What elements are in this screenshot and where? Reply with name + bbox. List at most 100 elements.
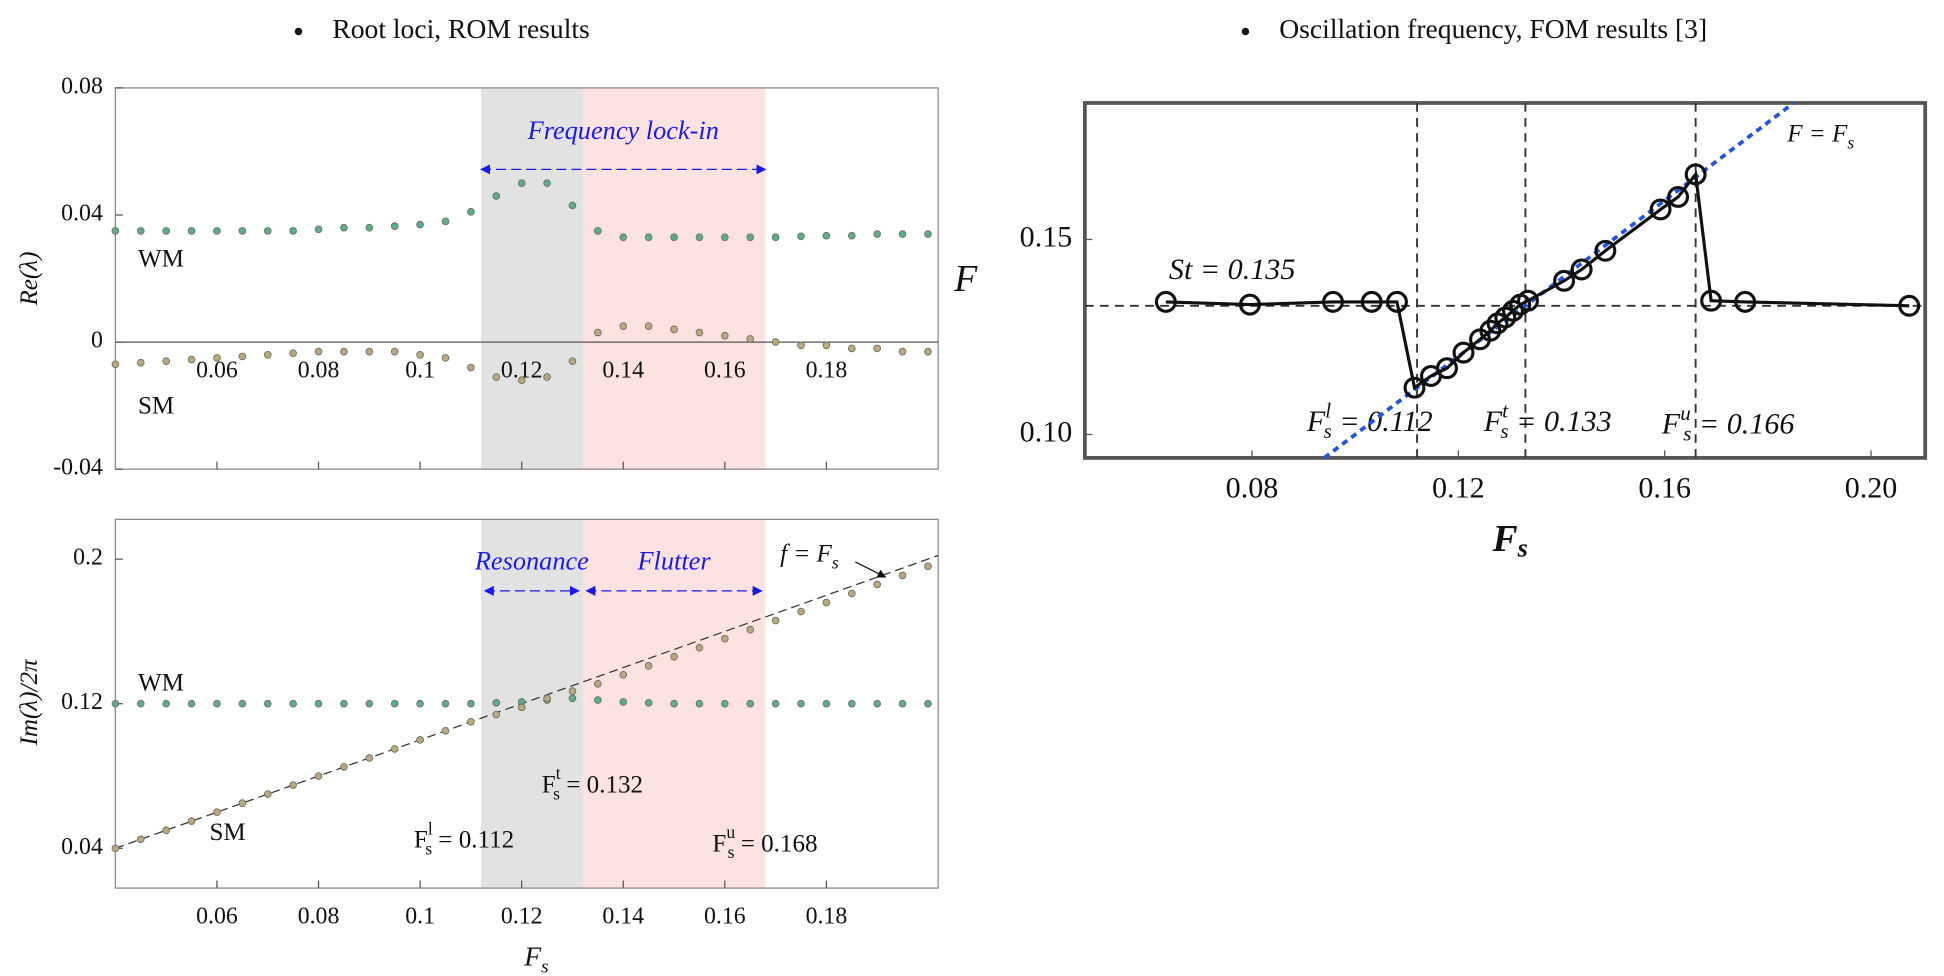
point	[619, 233, 628, 242]
point	[314, 347, 323, 356]
point	[924, 699, 932, 708]
threshold-label-sup: t	[556, 763, 561, 783]
point	[441, 354, 450, 362]
heading: Root loci, ROM results	[332, 13, 589, 44]
point	[340, 347, 348, 356]
point	[898, 571, 907, 580]
point	[187, 699, 196, 708]
point	[390, 745, 399, 753]
y-axis-label: F	[953, 258, 978, 300]
point	[1479, 319, 1502, 342]
identity-label-sub: s	[1847, 132, 1854, 152]
threshold-label-main: F	[1483, 404, 1503, 438]
threshold-label-rest: = 0.168	[734, 830, 817, 857]
point	[390, 699, 399, 708]
point	[289, 349, 297, 358]
point	[136, 358, 145, 367]
x-tick-label: 0.08	[1226, 470, 1279, 504]
x-tick-label: 0.14	[602, 904, 644, 930]
reference-label: St = 0.135	[1169, 252, 1295, 286]
point	[594, 328, 602, 337]
region	[582, 87, 766, 470]
frame	[1082, 101, 1928, 460]
point	[822, 231, 831, 240]
threshold-label-sup: t	[1502, 399, 1509, 423]
identity-line	[1323, 101, 1795, 460]
x-axis-label: Fs	[1491, 518, 1527, 563]
span-label: Frequency lock-in	[527, 116, 719, 145]
point	[365, 347, 374, 356]
point	[314, 225, 323, 234]
point	[314, 772, 323, 780]
point	[746, 625, 755, 634]
x-tick-label: 0.16	[704, 904, 746, 930]
threshold-label-sub: s	[1683, 421, 1691, 445]
point	[517, 179, 526, 188]
y-tick-label: 0.2	[73, 545, 103, 571]
point	[847, 231, 856, 240]
x-tick-label: 0.14	[602, 358, 644, 384]
point	[797, 341, 805, 350]
point	[492, 710, 501, 719]
x-tick-label: 0.16	[1638, 470, 1691, 504]
series-label: WM	[138, 246, 184, 273]
threshold-label-sup: l	[428, 818, 433, 838]
x-tick-label: 0.18	[806, 904, 848, 930]
x-tick-label: 0.12	[1432, 470, 1485, 504]
threshold-label-main: F	[1306, 404, 1326, 438]
series-label: SM	[209, 819, 245, 846]
threshold-label-sub: s	[553, 783, 560, 803]
identity-label-sub: s	[832, 553, 839, 573]
y-tick-label: 0.04	[61, 834, 103, 860]
point	[492, 192, 501, 200]
point	[213, 808, 221, 816]
point	[543, 694, 551, 703]
point	[822, 699, 831, 708]
point	[847, 589, 856, 598]
point	[365, 223, 374, 232]
point	[543, 179, 551, 188]
point	[340, 699, 348, 708]
point	[1684, 163, 1707, 186]
point	[670, 325, 678, 334]
point	[1649, 198, 1672, 221]
x-tick-label: 0.18	[806, 358, 848, 384]
point	[695, 699, 704, 708]
x-tick-label: 0.08	[298, 904, 340, 930]
point	[594, 696, 602, 704]
threshold-label-rest: = 0.112	[1332, 404, 1433, 438]
point	[187, 227, 196, 235]
y-tick-label: 0.08	[61, 73, 103, 99]
x-tick-label: 0.1	[405, 358, 435, 384]
point	[492, 698, 501, 707]
threshold-label-sup: u	[1680, 401, 1691, 425]
point	[619, 698, 628, 706]
point	[111, 699, 120, 708]
point	[568, 687, 577, 695]
point	[721, 699, 729, 708]
threshold-label-main: F	[414, 826, 428, 853]
point	[1322, 290, 1344, 313]
point	[721, 634, 729, 643]
point	[517, 376, 526, 385]
threshold-label-main: F	[542, 771, 556, 798]
point	[1667, 185, 1690, 208]
point	[746, 335, 755, 343]
point	[136, 835, 145, 844]
y-tick-label: 0.15	[1020, 219, 1073, 253]
point	[263, 350, 272, 359]
y-tick-label: -0.04	[53, 455, 103, 481]
point	[797, 607, 805, 616]
point	[136, 699, 145, 708]
point	[467, 717, 475, 726]
point	[162, 699, 170, 708]
point	[1436, 357, 1458, 380]
threshold-label-sup: l	[1325, 399, 1331, 423]
threshold-label-sub: s	[728, 842, 735, 862]
point	[213, 699, 221, 708]
point	[314, 699, 323, 708]
point	[771, 338, 780, 346]
point	[289, 227, 297, 235]
identity-label-main: f = F	[780, 540, 832, 567]
